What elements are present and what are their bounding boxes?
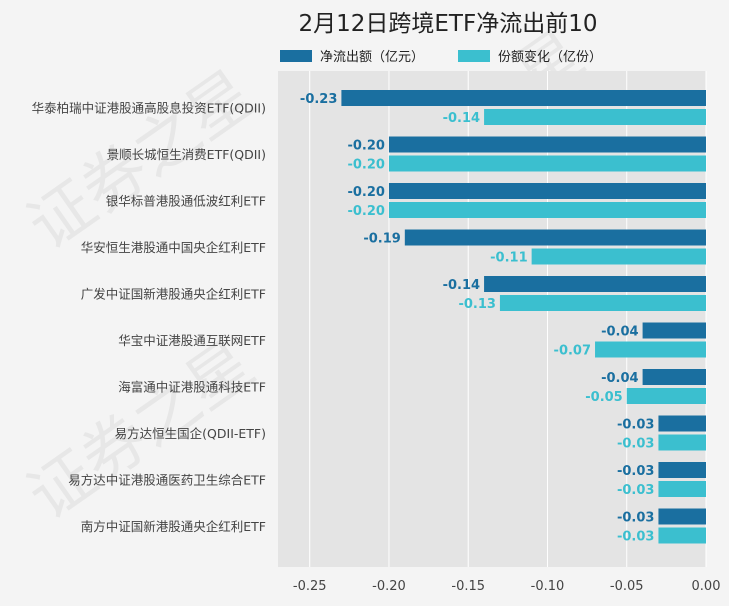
category-label: 银华标普港股通低波红利ETF <box>106 194 266 209</box>
bar-share-change <box>658 481 706 497</box>
category-label: 华安恒生港股通中国央企红利ETF <box>81 240 266 255</box>
x-tick-label: -0.05 <box>610 579 644 594</box>
category-label: 景顺长城恒生消费ETF(QDII) <box>107 147 266 162</box>
data-label: -0.03 <box>617 483 654 498</box>
bar-share-change <box>626 388 706 404</box>
category-label: 华宝中证港股通互联网ETF <box>118 333 266 348</box>
data-label: -0.13 <box>458 297 495 312</box>
data-label: -0.07 <box>554 344 591 359</box>
data-label: -0.19 <box>363 232 400 247</box>
bar-share-change <box>388 155 706 172</box>
category-label: 易方达恒生国企(QDII-ETF) <box>115 426 266 441</box>
legend-swatch <box>458 50 490 62</box>
bar-share-change <box>531 248 706 265</box>
bar-net-outflow <box>658 415 706 432</box>
bar-net-outflow <box>388 136 706 153</box>
category-label: 广发中证国新港股通央企红利ETF <box>81 287 266 302</box>
x-tick-label: -0.25 <box>293 579 327 594</box>
data-label: -0.20 <box>347 139 384 154</box>
legend-swatch <box>280 50 312 62</box>
category-label: 海富通中证港股通科技ETF <box>118 380 266 395</box>
data-label: -0.03 <box>617 418 654 433</box>
bar-net-outflow <box>642 322 706 339</box>
data-label: -0.05 <box>585 390 622 405</box>
bar-share-change <box>658 527 706 544</box>
bar-net-outflow <box>484 276 706 292</box>
category-label: 易方达中证港股通医药卫生综合ETF <box>68 473 266 488</box>
x-tick-label: -0.15 <box>451 579 485 594</box>
bar-share-change <box>388 202 706 218</box>
x-tick-label: -0.10 <box>531 579 565 594</box>
data-label: -0.03 <box>617 464 654 479</box>
bar-net-outflow <box>388 183 706 199</box>
data-label: -0.20 <box>347 185 384 200</box>
category-label: 华泰柏瑞中证港股通高股息投资ETF(QDII) <box>32 101 266 116</box>
bar-net-outflow <box>658 508 706 525</box>
data-label: -0.11 <box>490 251 527 266</box>
data-label: -0.03 <box>617 511 654 526</box>
bar-net-outflow <box>404 229 706 246</box>
data-label: -0.03 <box>617 437 654 452</box>
legend-label: 份额变化（亿份） <box>498 49 602 65</box>
data-label: -0.14 <box>443 278 480 293</box>
x-tick-label: -0.20 <box>372 579 406 594</box>
data-label: -0.23 <box>300 92 337 107</box>
data-label: -0.04 <box>601 371 638 386</box>
plot-area <box>278 71 706 567</box>
chart-title: 2月12日跨境ETF净流出前10 <box>299 11 598 37</box>
category-label: 南方中证国新港股通央企红利ETF <box>81 519 266 534</box>
x-axis-labels: -0.25 -0.20 -0.15 -0.10 -0.05 0.00 <box>293 579 721 594</box>
bar-share-change <box>484 109 706 125</box>
bar-net-outflow <box>341 90 706 106</box>
data-label: -0.14 <box>443 111 480 126</box>
y-axis-labels: 华泰柏瑞中证港股通高股息投资ETF(QDII) 景顺长城恒生消费ETF(QDII)… <box>32 101 266 535</box>
legend: 净流出额（亿元） 份额变化（亿份） <box>280 49 602 65</box>
bar-share-change <box>499 295 706 311</box>
bar-share-change <box>658 434 706 451</box>
data-label: -0.20 <box>347 158 384 173</box>
bar-net-outflow <box>642 369 706 385</box>
bars: -0.23 -0.14 -0.20 -0.20 -0.20 -0.20 -0.19 -0.11… <box>300 90 706 545</box>
data-label: -0.04 <box>601 325 638 340</box>
data-label: -0.20 <box>347 204 384 219</box>
data-label: -0.03 <box>617 530 654 545</box>
bar-net-outflow <box>658 462 706 478</box>
legend-label: 净流出额（亿元） <box>320 50 424 65</box>
x-tick-label: 0.00 <box>692 579 721 594</box>
bar-share-change <box>595 341 706 358</box>
